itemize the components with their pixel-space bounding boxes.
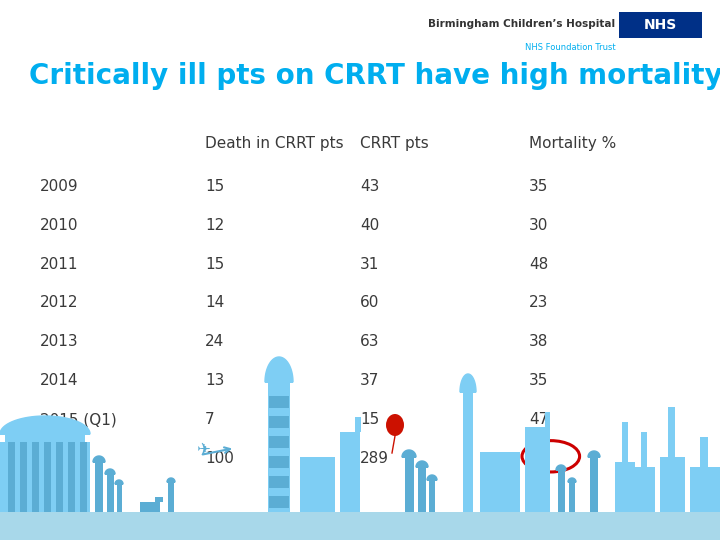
Polygon shape xyxy=(402,450,416,457)
Text: 23: 23 xyxy=(529,295,549,310)
Bar xyxy=(0,442,90,512)
Bar xyxy=(269,496,289,508)
Polygon shape xyxy=(0,416,90,434)
Bar xyxy=(405,457,414,512)
Text: 2014: 2014 xyxy=(40,373,78,388)
Text: Critically ill pts on CRRT have high mortality: Critically ill pts on CRRT have high mor… xyxy=(29,62,720,90)
Bar xyxy=(269,416,289,428)
Text: 14: 14 xyxy=(205,295,225,310)
Text: ✈: ✈ xyxy=(196,441,210,459)
Bar xyxy=(56,442,63,512)
Polygon shape xyxy=(416,461,428,467)
Bar xyxy=(668,407,675,457)
Bar xyxy=(107,474,114,512)
Bar xyxy=(300,457,335,512)
Text: 2013: 2013 xyxy=(40,334,78,349)
Text: 15: 15 xyxy=(205,256,225,272)
Bar xyxy=(641,432,647,467)
Text: 48: 48 xyxy=(529,256,549,272)
Polygon shape xyxy=(556,465,566,470)
Text: 47: 47 xyxy=(529,412,549,427)
Text: Birmingham Children’s Hospital: Birmingham Children’s Hospital xyxy=(428,19,616,29)
Polygon shape xyxy=(265,357,293,382)
Bar xyxy=(268,382,290,512)
Text: 7: 7 xyxy=(205,412,215,427)
Text: 35: 35 xyxy=(529,179,549,194)
Text: 63: 63 xyxy=(360,334,379,349)
Bar xyxy=(0,512,720,540)
Text: 35: 35 xyxy=(529,451,549,466)
Text: NHS: NHS xyxy=(644,18,678,32)
Bar xyxy=(545,412,550,427)
Polygon shape xyxy=(167,478,175,482)
Text: 38: 38 xyxy=(529,334,549,349)
Polygon shape xyxy=(115,480,123,484)
Bar xyxy=(690,467,720,512)
Bar xyxy=(355,417,361,432)
Text: 30: 30 xyxy=(529,218,549,233)
Text: 15: 15 xyxy=(360,412,379,427)
Bar xyxy=(480,452,520,512)
Text: 289: 289 xyxy=(360,451,389,466)
Bar xyxy=(558,470,565,512)
Text: Grand
Total: Grand Total xyxy=(40,442,86,475)
Bar xyxy=(700,437,708,467)
Polygon shape xyxy=(427,475,437,480)
Bar xyxy=(418,467,426,512)
Bar xyxy=(340,432,360,512)
Text: Mortality %: Mortality % xyxy=(529,136,616,151)
FancyBboxPatch shape xyxy=(619,12,702,38)
Bar xyxy=(68,442,75,512)
Bar xyxy=(95,462,103,512)
Bar xyxy=(429,480,435,512)
Bar xyxy=(635,467,655,512)
Polygon shape xyxy=(105,469,115,474)
Text: Death in CRRT pts: Death in CRRT pts xyxy=(205,136,344,151)
Bar xyxy=(80,442,87,512)
Text: 31: 31 xyxy=(360,256,379,272)
Bar xyxy=(569,482,575,512)
Text: 24: 24 xyxy=(205,334,225,349)
Ellipse shape xyxy=(386,414,404,436)
Text: CRRT pts: CRRT pts xyxy=(360,136,428,151)
Bar xyxy=(32,442,39,512)
Bar xyxy=(168,482,174,512)
Text: 37: 37 xyxy=(360,373,379,388)
Bar xyxy=(463,392,473,512)
Bar xyxy=(155,497,163,502)
Text: 40: 40 xyxy=(360,218,379,233)
Bar xyxy=(590,457,598,512)
Bar xyxy=(44,442,51,512)
Text: 12: 12 xyxy=(205,218,225,233)
Text: 15: 15 xyxy=(205,179,225,194)
Polygon shape xyxy=(588,451,600,457)
Text: 100: 100 xyxy=(205,451,234,466)
Bar xyxy=(525,427,550,512)
Bar xyxy=(622,422,628,462)
Bar xyxy=(20,442,27,512)
Text: NHS Foundation Trust: NHS Foundation Trust xyxy=(525,43,616,52)
Bar xyxy=(269,396,289,408)
Text: 2009: 2009 xyxy=(40,179,78,194)
Bar xyxy=(140,502,160,512)
Text: 35: 35 xyxy=(529,373,549,388)
Bar xyxy=(5,434,85,442)
Text: 13: 13 xyxy=(205,373,225,388)
Text: 2010: 2010 xyxy=(40,218,78,233)
Bar xyxy=(269,476,289,488)
Text: 2015 (Q1): 2015 (Q1) xyxy=(40,412,117,427)
Bar xyxy=(117,484,122,512)
Text: 2011: 2011 xyxy=(40,256,78,272)
Bar xyxy=(8,442,15,512)
Polygon shape xyxy=(93,456,105,462)
Text: 60: 60 xyxy=(360,295,379,310)
Bar xyxy=(269,456,289,468)
Polygon shape xyxy=(460,374,476,392)
Bar xyxy=(660,457,685,512)
Bar xyxy=(269,436,289,448)
Polygon shape xyxy=(568,478,576,482)
Bar xyxy=(615,462,635,512)
Text: 43: 43 xyxy=(360,179,379,194)
Text: 2012: 2012 xyxy=(40,295,78,310)
